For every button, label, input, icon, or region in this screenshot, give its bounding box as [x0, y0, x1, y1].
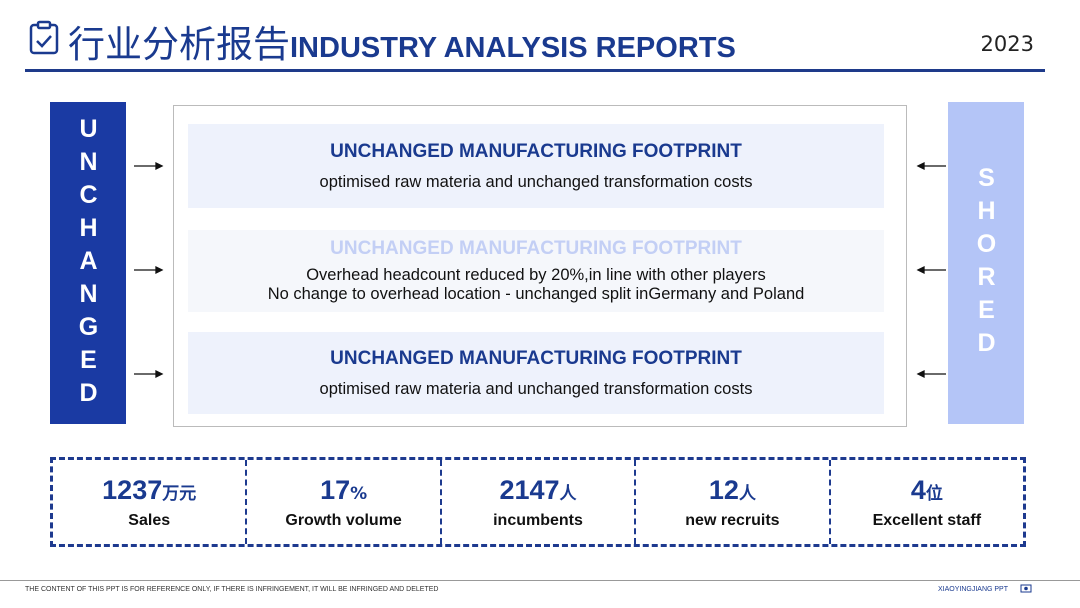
- card: UNCHANGED MANUFACTURING FOOTPRINT Overhe…: [188, 230, 884, 312]
- card-text: Overhead headcount reduced by 20%,in lin…: [306, 266, 766, 284]
- stat-label: Sales: [128, 511, 171, 529]
- year: 2023: [980, 32, 1034, 56]
- card-text: No change to overhead location - unchang…: [267, 285, 805, 303]
- stat-unit: 位: [925, 483, 943, 504]
- card-title: UNCHANGED MANUFACTURING FOOTPRINT: [330, 238, 742, 259]
- stat-unit: 人: [738, 483, 756, 504]
- stat-unit: %: [350, 483, 368, 504]
- brand-icon: [1020, 584, 1032, 593]
- content-frame: [173, 105, 907, 427]
- card: UNCHANGED MANUFACTURING FOOTPRINT optimi…: [188, 332, 884, 414]
- left-arrows: [134, 161, 164, 379]
- title-en: INDUSTRY ANALYSIS REPORTS: [290, 32, 736, 64]
- brand: XIAOYINGJIANG PPT: [937, 586, 1008, 593]
- stat-label: Excellent staff: [872, 511, 982, 529]
- card-title: UNCHANGED MANUFACTURING FOOTPRINT: [330, 347, 742, 369]
- title-cn: 行业分析报告: [68, 23, 290, 66]
- stat-number: 4: [910, 474, 926, 505]
- card: UNCHANGED MANUFACTURING FOOTPRINT optimi…: [188, 124, 884, 208]
- right-arrows: [916, 161, 946, 379]
- stat-unit: 万元: [162, 483, 197, 504]
- stat-label: Growth volume: [285, 511, 402, 529]
- stat: 12人 new recruits: [634, 460, 828, 544]
- header-rule: [25, 69, 1045, 72]
- right-bar: SHORED: [948, 102, 1024, 424]
- right-label: SHORED: [972, 164, 1001, 362]
- stat-label: incumbents: [493, 511, 583, 529]
- stat: 4位 Excellent staff: [828, 460, 1023, 544]
- title: 行业分析报告 INDUSTRY ANALYSIS REPORTS: [68, 14, 736, 68]
- stat-label: new recruits: [685, 511, 780, 529]
- stat-value: 12人: [709, 475, 756, 506]
- stat-number: 17: [320, 474, 351, 505]
- left-label: UNCHANGED: [74, 114, 103, 412]
- card-text: optimised raw materia and unchanged tran…: [319, 379, 753, 398]
- clipboard-icon: [29, 20, 59, 55]
- stat-number: 12: [708, 474, 739, 505]
- stat-unit: 人: [559, 483, 577, 504]
- card-title: UNCHANGED MANUFACTURING FOOTPRINT: [330, 140, 742, 162]
- left-bar: UNCHANGED: [50, 102, 126, 424]
- stat-value: 17%: [320, 475, 367, 506]
- stat-value: 4位: [911, 475, 943, 506]
- card-text: optimised raw materia and unchanged tran…: [319, 172, 753, 191]
- stat-number: 1237: [102, 474, 163, 505]
- stat: 1237万元 Sales: [53, 460, 245, 544]
- stat-value: 1237万元: [102, 475, 196, 506]
- stat-number: 2147: [499, 474, 560, 505]
- stat-value: 2147人: [499, 475, 576, 506]
- disclaimer: THE CONTENT OF THIS PPT IS FOR REFERENCE…: [25, 586, 439, 593]
- stat: 17% Growth volume: [245, 460, 439, 544]
- stat: 2147人 incumbents: [439, 460, 634, 544]
- stats-box: 1237万元 Sales 17% Growth volume 2147人 incumben…: [50, 457, 1026, 547]
- footer-rule: [0, 580, 1080, 581]
